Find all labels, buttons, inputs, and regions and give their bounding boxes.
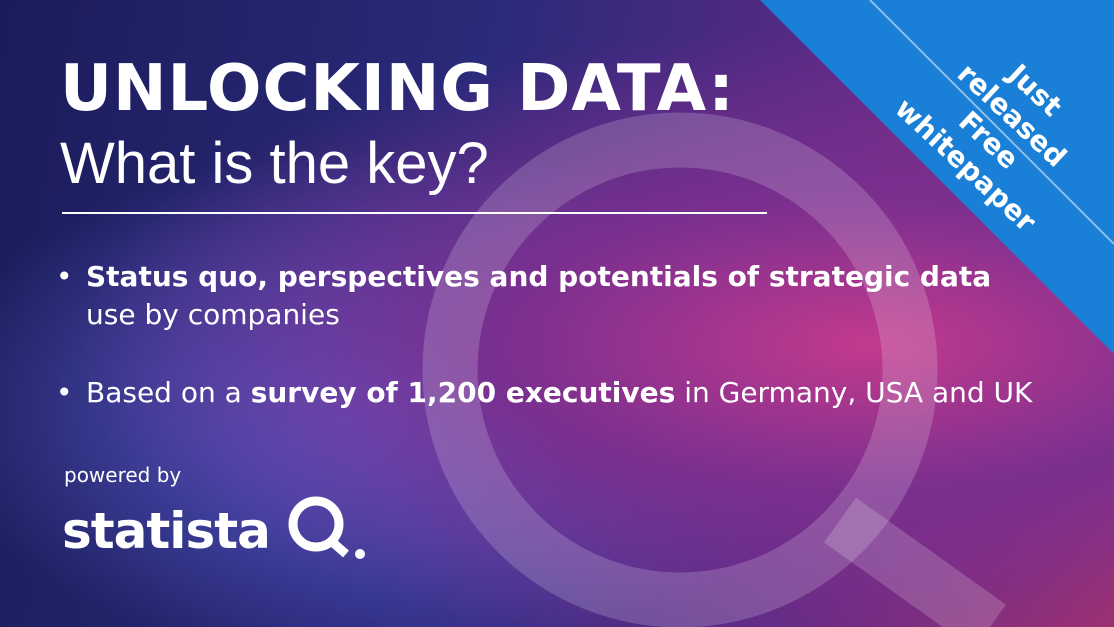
subtitle: What is the key? xyxy=(60,131,489,196)
bullet-text: Based on a xyxy=(86,376,251,409)
bullet-text: survey of 1,200 executives xyxy=(250,376,676,409)
q-tail xyxy=(824,497,1006,627)
bullet: Based on a survey of 1,200 executives in… xyxy=(56,374,1046,412)
q-outline xyxy=(422,112,938,627)
bullet-list: Status quo, perspectives and potentials … xyxy=(56,258,1046,452)
title: UNLOCKING DATA: xyxy=(60,52,735,126)
bullet-text: use by companies xyxy=(86,260,1001,331)
ribbon-edge xyxy=(869,0,1114,245)
logo-text: statista xyxy=(62,502,271,560)
bullet-text: in Germany, USA and UK xyxy=(675,376,1033,409)
logo-icon xyxy=(288,496,366,559)
divider xyxy=(62,212,767,214)
powered-by: powered by xyxy=(64,463,182,487)
bullet-text: Status quo, perspectives and potentials … xyxy=(86,260,992,293)
logo: statista xyxy=(62,492,376,562)
bullet: Status quo, perspectives and potentials … xyxy=(56,258,1046,334)
